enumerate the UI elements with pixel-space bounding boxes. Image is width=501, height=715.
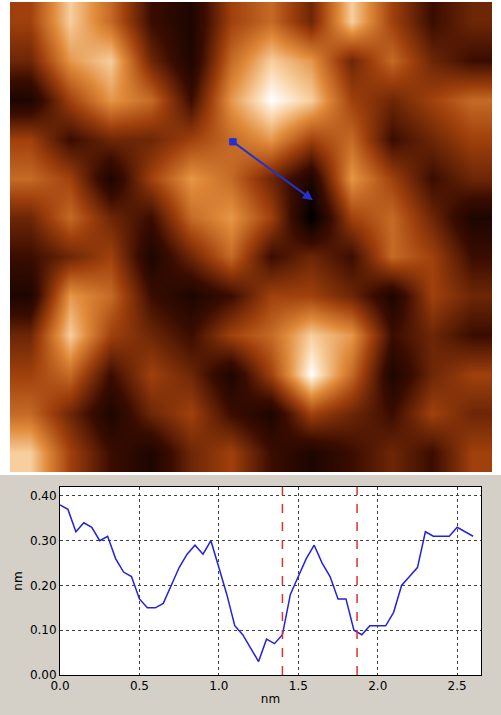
svg-text:0.0: 0.0 bbox=[50, 679, 69, 693]
svg-text:nm: nm bbox=[11, 571, 25, 590]
svg-text:0.00: 0.00 bbox=[30, 668, 57, 682]
svg-text:0.5: 0.5 bbox=[130, 679, 149, 693]
svg-text:0.10: 0.10 bbox=[30, 623, 57, 637]
svg-text:1.5: 1.5 bbox=[289, 679, 308, 693]
svg-text:2.5: 2.5 bbox=[448, 679, 467, 693]
svg-text:nm: nm bbox=[261, 692, 280, 706]
svg-text:0.40: 0.40 bbox=[30, 489, 57, 503]
svg-text:0.30: 0.30 bbox=[30, 534, 57, 548]
svg-text:2.0: 2.0 bbox=[368, 679, 387, 693]
svg-text:1.0: 1.0 bbox=[209, 679, 228, 693]
svg-text:0.20: 0.20 bbox=[30, 579, 57, 593]
